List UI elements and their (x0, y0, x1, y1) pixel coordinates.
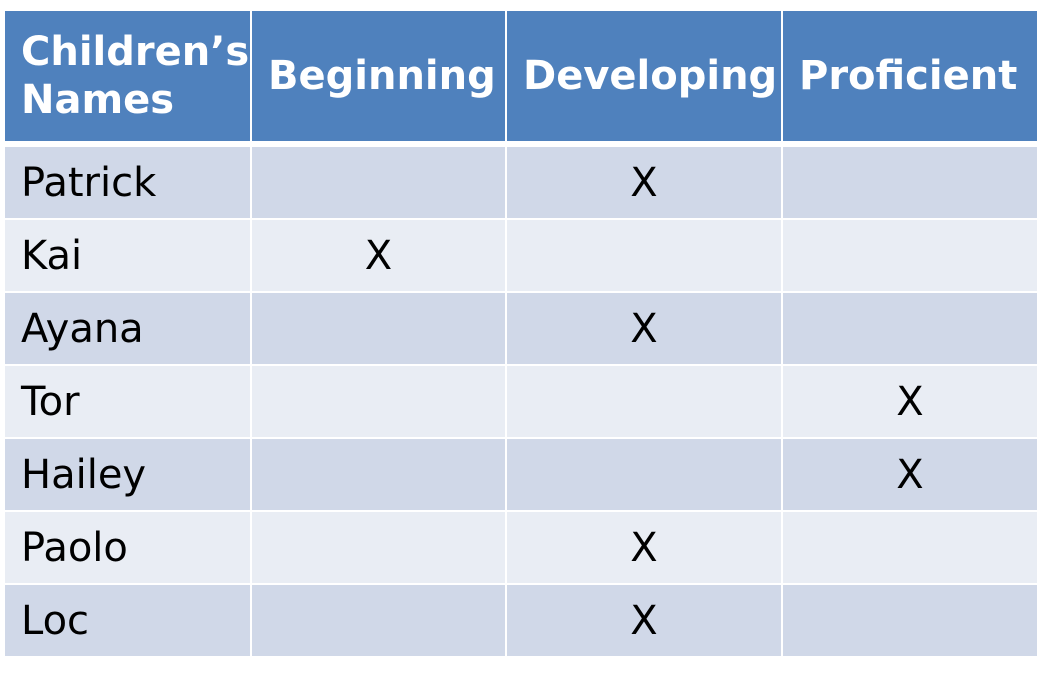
table-row: Hailey X (3, 437, 1039, 512)
developing-mark-cell: X (505, 291, 783, 366)
child-name-cell: Ayana (3, 291, 252, 366)
child-name-cell: Patrick (3, 143, 252, 220)
beginning-mark-cell (250, 364, 507, 439)
proficient-mark-cell: X (781, 437, 1039, 512)
proficient-mark-cell (781, 218, 1039, 293)
table-body: Patrick X Kai X Ayana X Tor X Hailey (3, 143, 1039, 658)
developing-mark-cell (505, 218, 783, 293)
beginning-mark-cell (250, 510, 507, 585)
beginning-mark-cell (250, 583, 507, 658)
developing-mark-cell: X (505, 510, 783, 585)
table-row: Kai X (3, 218, 1039, 293)
proficient-mark-cell (781, 143, 1039, 220)
header-beginning: Beginning (250, 9, 507, 147)
header-proficient: Proficient (781, 9, 1039, 147)
assessment-table: Children’s Names Beginning Developing Pr… (3, 9, 1039, 658)
proficient-mark-cell (781, 291, 1039, 366)
proficient-mark-cell (781, 583, 1039, 658)
beginning-mark-cell (250, 291, 507, 366)
proficient-mark-cell: X (781, 364, 1039, 439)
beginning-mark-cell (250, 143, 507, 220)
child-name-cell: Loc (3, 583, 252, 658)
table-row: Patrick X (3, 143, 1039, 220)
developing-mark-cell (505, 437, 783, 512)
header-developing: Developing (505, 9, 783, 147)
table-row: Paolo X (3, 510, 1039, 585)
beginning-mark-cell: X (250, 218, 507, 293)
child-name-cell: Paolo (3, 510, 252, 585)
proficient-mark-cell (781, 510, 1039, 585)
table-row: Tor X (3, 364, 1039, 439)
child-name-cell: Kai (3, 218, 252, 293)
header-row: Children’s Names Beginning Developing Pr… (3, 9, 1039, 147)
table-row: Loc X (3, 583, 1039, 658)
table-header: Children’s Names Beginning Developing Pr… (3, 9, 1039, 147)
child-name-cell: Hailey (3, 437, 252, 512)
developing-mark-cell (505, 364, 783, 439)
developing-mark-cell: X (505, 583, 783, 658)
child-name-cell: Tor (3, 364, 252, 439)
beginning-mark-cell (250, 437, 507, 512)
header-childrens-names: Children’s Names (3, 9, 252, 147)
table-row: Ayana X (3, 291, 1039, 366)
developing-mark-cell: X (505, 143, 783, 220)
